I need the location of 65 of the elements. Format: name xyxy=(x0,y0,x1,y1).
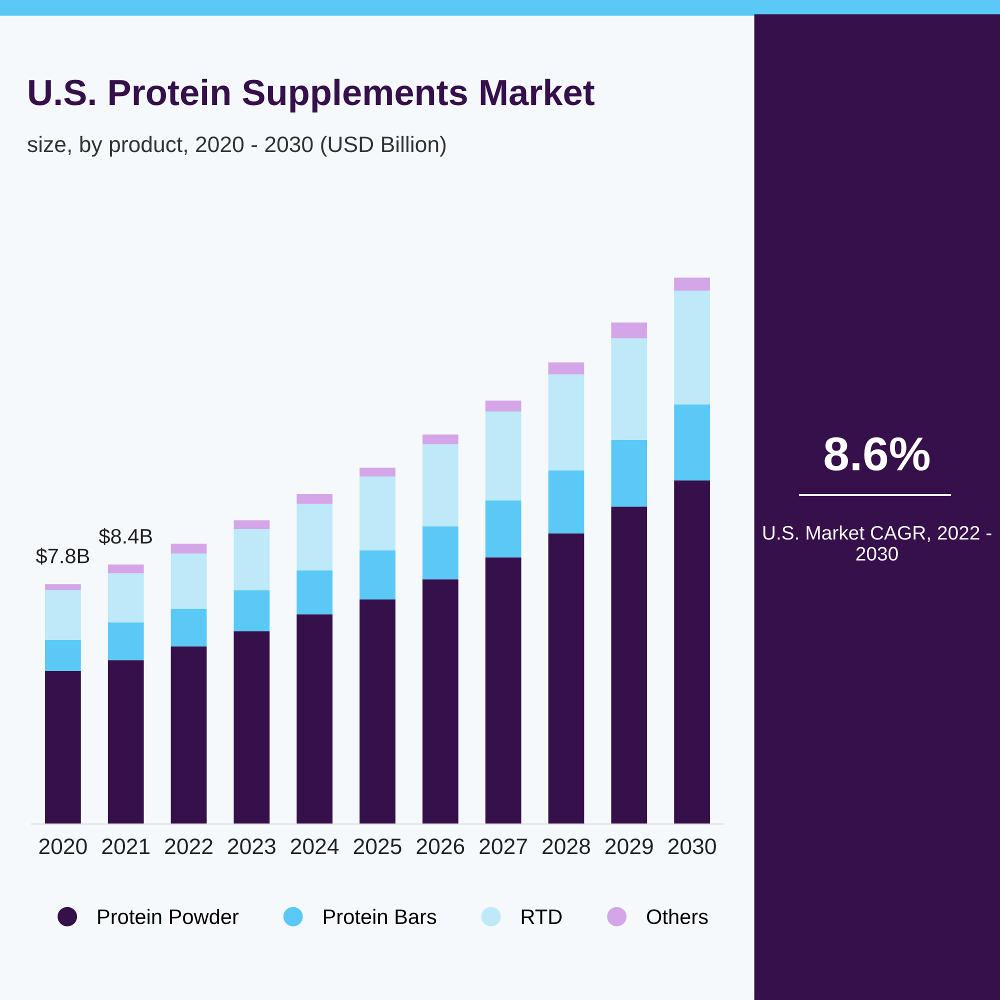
bar xyxy=(422,434,458,444)
x-tick-label: 2020 xyxy=(39,838,87,854)
x-tick-label: 2024 xyxy=(290,838,339,854)
bar xyxy=(45,671,81,824)
bar xyxy=(485,500,522,558)
x-tick-label: 2023 xyxy=(228,838,276,854)
bar xyxy=(45,640,81,672)
bar xyxy=(296,614,333,824)
bar xyxy=(611,440,648,507)
bar xyxy=(108,622,144,660)
legend-label: Protein Powder xyxy=(98,908,239,924)
chart-title: U.S. Protein Supplements Market xyxy=(29,78,594,112)
bar xyxy=(170,646,207,824)
bar xyxy=(296,570,333,614)
bar xyxy=(170,608,207,646)
bar xyxy=(234,520,270,529)
bar xyxy=(548,362,584,374)
bar xyxy=(45,584,81,590)
x-tick-label: 2028 xyxy=(542,838,590,854)
bar xyxy=(548,470,584,534)
bar xyxy=(674,278,710,291)
bar xyxy=(296,504,333,570)
bar xyxy=(296,494,333,504)
bar xyxy=(234,631,270,824)
bar xyxy=(234,528,270,590)
bar xyxy=(360,468,396,477)
x-tick-label: 2027 xyxy=(480,838,527,854)
x-tick-label: 2029 xyxy=(606,838,653,854)
x-tick-label: 2021 xyxy=(102,838,150,854)
text: U.S. Market CAGR, 2022 - 2030 xyxy=(763,525,992,561)
bar xyxy=(674,480,710,824)
bar xyxy=(485,557,522,824)
bar xyxy=(674,404,710,480)
bar xyxy=(674,290,710,404)
bar xyxy=(234,590,270,632)
bar xyxy=(170,554,207,609)
bar xyxy=(611,338,648,440)
bar xyxy=(45,590,81,640)
text: 8.6% xyxy=(824,437,930,471)
bar xyxy=(611,506,648,824)
bar xyxy=(611,322,648,338)
chart-subtitle: size, by product, 2020 - 2030 (USD Billion) xyxy=(28,136,446,157)
bar xyxy=(108,660,144,824)
bar xyxy=(360,550,396,600)
bar xyxy=(548,533,584,824)
bar xyxy=(360,476,396,550)
bar xyxy=(422,526,458,580)
bar xyxy=(485,400,522,412)
bar xyxy=(422,579,458,824)
bar xyxy=(170,544,207,554)
legend-label: RTD xyxy=(522,910,562,924)
legend-label: Protein Bars xyxy=(324,908,436,924)
annotation: $8.4B xyxy=(98,528,152,545)
x-tick-label: 2025 xyxy=(354,838,402,854)
bar xyxy=(360,599,396,824)
bar xyxy=(108,564,144,574)
bar xyxy=(485,411,522,501)
bar xyxy=(548,374,584,471)
bar xyxy=(422,444,458,526)
x-tick-label: 2022 xyxy=(165,838,212,854)
legend-label: Others xyxy=(646,908,708,924)
x-tick-label: 2026 xyxy=(416,838,464,854)
bar xyxy=(108,573,144,622)
x-tick-label: 2030 xyxy=(668,838,716,854)
annotation: $7.8B xyxy=(36,548,90,565)
